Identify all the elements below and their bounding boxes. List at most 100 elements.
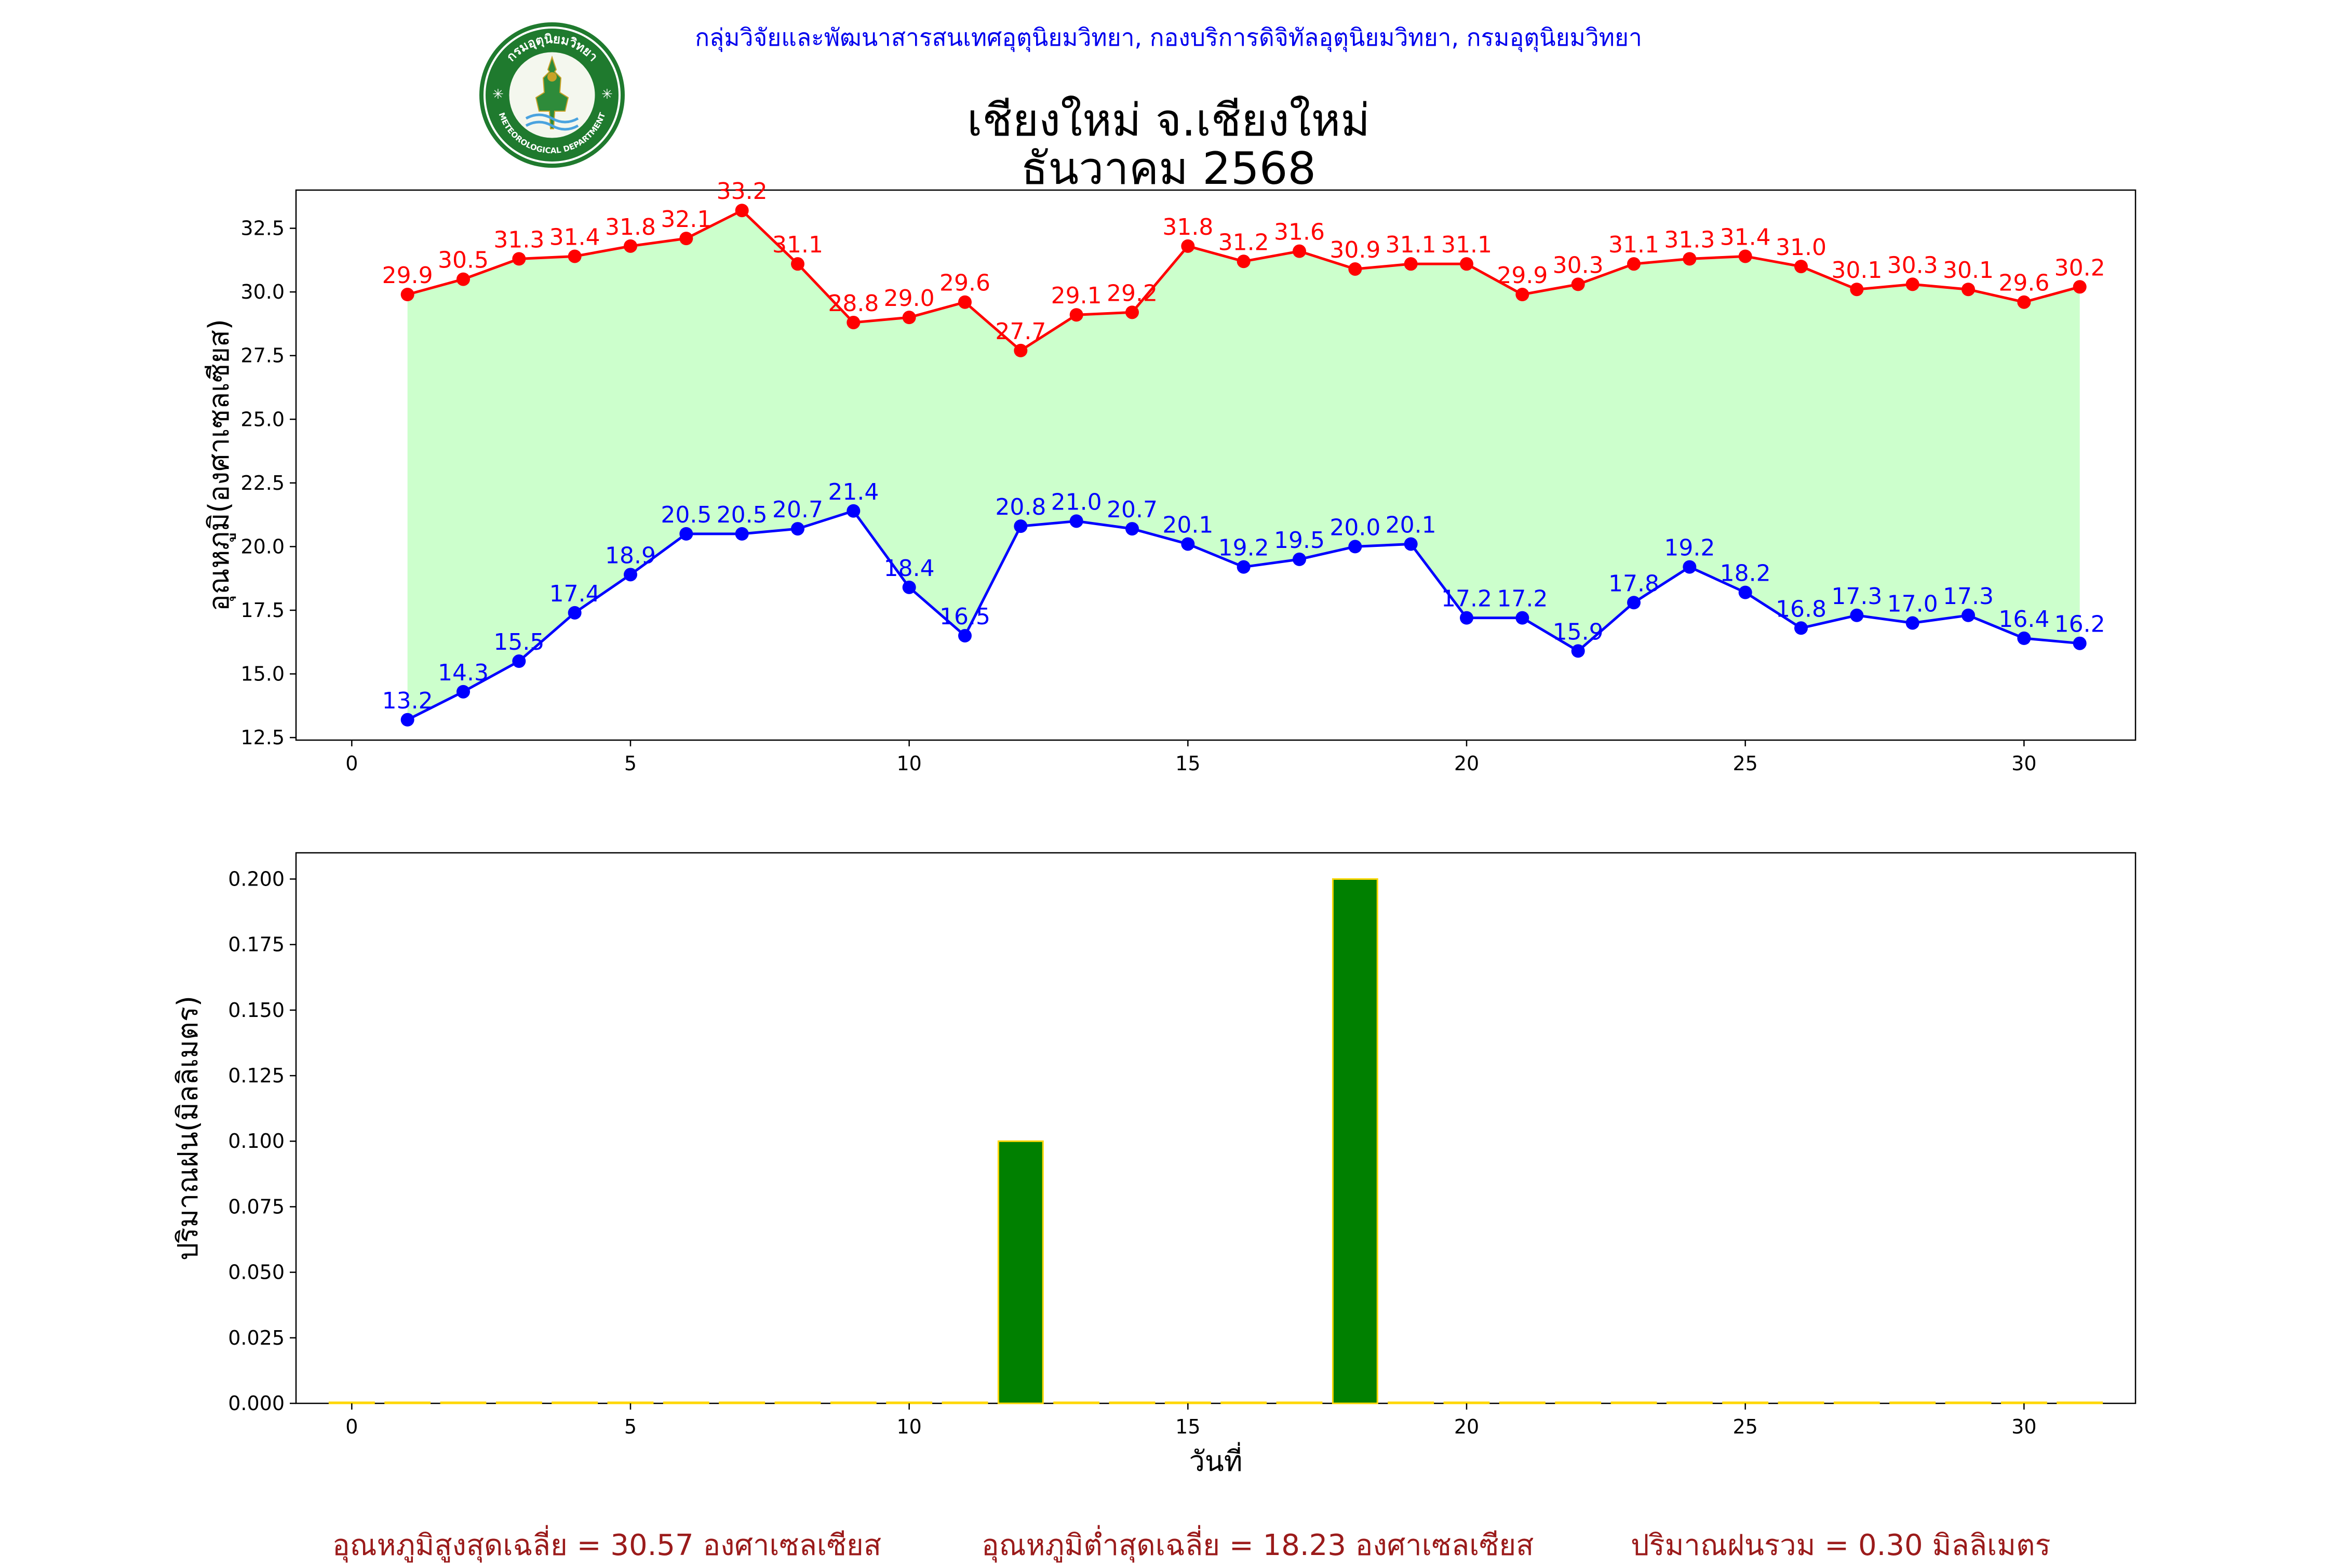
total-rain-summary: ปริมาณฝนรวม = 0.30 มิลลิเมตร <box>1631 1529 2051 1562</box>
rainfall-y-tick-label: 0.000 <box>228 1392 285 1415</box>
rainfall-x-tick-label: 25 <box>1732 1415 1757 1438</box>
temperature-y-tick-label: 17.5 <box>240 599 285 622</box>
tmin-point <box>1348 540 1362 554</box>
tmax-point <box>902 311 916 325</box>
tmax-point <box>1014 343 1028 357</box>
rainfall-x-tick-label: 15 <box>1175 1415 1200 1438</box>
rain-bar <box>1499 1401 1546 1404</box>
tmax-data-label: 29.2 <box>1107 280 1158 306</box>
svg-text:✳: ✳ <box>492 87 504 102</box>
temperature-y-tick-label: 27.5 <box>240 344 285 367</box>
avg-max-temp-summary: อุณหภูมิสูงสุดเฉลี่ย = 30.57 องศาเซลเซีย… <box>332 1529 882 1562</box>
tmin-point <box>847 504 861 518</box>
tmin-point <box>624 568 637 582</box>
tmin-point <box>2073 636 2087 650</box>
rain-bar <box>1388 1401 1434 1404</box>
svg-text:✳: ✳ <box>601 87 613 102</box>
tmax-data-label: 33.2 <box>717 178 768 205</box>
rain-bar <box>830 1401 877 1404</box>
rain-bar <box>552 1401 598 1404</box>
tmax-point <box>1348 262 1362 276</box>
tmin-data-label: 20.8 <box>995 494 1046 520</box>
tmax-data-label: 32.1 <box>661 206 711 233</box>
rain-bar <box>1722 1401 1769 1404</box>
avg-min-temp-summary: อุณหภูมิต่ำสุดเฉลี่ย = 18.23 องศาเซลเซีย… <box>982 1529 1534 1562</box>
tmin-data-label: 18.9 <box>605 542 656 569</box>
tmax-point <box>1515 288 1529 302</box>
tmax-data-label: 31.8 <box>605 214 656 240</box>
rain-bar <box>607 1401 654 1404</box>
temperature-x-tick-label: 5 <box>624 752 637 775</box>
tmax-point <box>1905 277 1919 291</box>
tmax-data-label: 31.3 <box>1664 226 1715 253</box>
tmax-point <box>679 232 693 246</box>
tmin-point <box>1237 560 1251 574</box>
tmin-data-label: 20.1 <box>1386 512 1436 538</box>
tmax-data-label: 30.5 <box>438 247 489 274</box>
rainfall-y-tick-label: 0.075 <box>228 1195 285 1218</box>
tmax-point <box>568 249 582 263</box>
tmin-point <box>679 527 693 541</box>
tmin-data-label: 16.2 <box>2054 611 2105 638</box>
rain-bar <box>1778 1401 1824 1404</box>
temperature-x-tick-label: 10 <box>896 752 921 775</box>
tmin-point <box>1460 611 1473 625</box>
temperature-y-tick-label: 12.5 <box>240 726 285 749</box>
temperature-x-tick-label: 0 <box>345 752 358 775</box>
rain-bar <box>997 1140 1044 1404</box>
rain-bar <box>1220 1401 1267 1404</box>
tmax-data-label: 29.6 <box>939 270 990 297</box>
tmax-data-label: 29.0 <box>884 285 935 312</box>
tmin-point <box>1683 560 1697 574</box>
tmin-data-label: 20.0 <box>1329 514 1380 541</box>
tmax-point <box>847 315 861 329</box>
rainfall-x-axis-label: วันที่ <box>1189 1442 1243 1478</box>
rain-bar <box>1666 1401 1713 1404</box>
tmax-data-label: 31.2 <box>1218 229 1269 256</box>
tmax-point <box>624 239 637 253</box>
tmin-data-label: 17.8 <box>1608 570 1659 597</box>
tmin-data-label: 17.4 <box>549 581 600 607</box>
tmax-data-label: 29.9 <box>382 262 433 289</box>
tmax-point <box>1571 277 1585 291</box>
tmin-point <box>1125 522 1139 536</box>
rain-bar <box>719 1401 765 1404</box>
rain-bar <box>1555 1401 1602 1404</box>
tmax-point <box>1125 305 1139 319</box>
rain-bar <box>328 1401 375 1404</box>
rain-bar <box>1833 1401 1880 1404</box>
tmax-data-label: 31.3 <box>493 226 544 253</box>
tmax-point <box>958 295 972 309</box>
tmax-data-label: 31.0 <box>1776 234 1826 261</box>
tmax-data-label: 30.1 <box>1943 257 1994 284</box>
tmax-data-label: 31.1 <box>1386 232 1436 258</box>
tmax-point <box>1738 249 1752 263</box>
tmin-data-label: 16.4 <box>1998 606 2049 633</box>
rainfall-y-tick-label: 0.150 <box>228 999 285 1022</box>
rain-bar <box>1610 1401 1657 1404</box>
rain-bar <box>1889 1401 1936 1404</box>
tmax-point <box>791 257 804 271</box>
temperature-y-tick-label: 25.0 <box>240 408 285 431</box>
tmin-point <box>512 654 526 668</box>
tmin-point <box>400 713 414 727</box>
tmin-data-label: 20.5 <box>717 502 768 528</box>
tmin-point <box>1850 608 1864 622</box>
temperature-x-tick-label: 20 <box>1454 752 1479 775</box>
tmin-data-label: 14.3 <box>438 660 489 686</box>
tmin-point <box>568 606 582 620</box>
tmax-point <box>1683 252 1697 266</box>
rainfall-x-tick-label: 5 <box>624 1415 637 1438</box>
rainfall-plot-area <box>295 852 2137 1404</box>
temperature-chart: 29.930.531.3 31.4 31.8 32.133.231.128.8 29.0… <box>203 178 2137 775</box>
tmax-data-label: 31.4 <box>1720 224 1771 250</box>
rain-bar <box>1053 1401 1100 1404</box>
tmin-data-label: 20.1 <box>1162 512 1213 538</box>
rain-bar <box>1164 1401 1211 1404</box>
tmin-point <box>958 628 972 642</box>
tmin-data-label: 21.4 <box>828 479 879 505</box>
rain-bar <box>942 1401 988 1404</box>
tmax-point <box>1404 257 1418 271</box>
chart-title-station: เชียงใหม่ จ.เชียงใหม่ <box>966 95 1371 146</box>
chart-title-month: ธันวาคม 2568 <box>1020 143 1317 195</box>
